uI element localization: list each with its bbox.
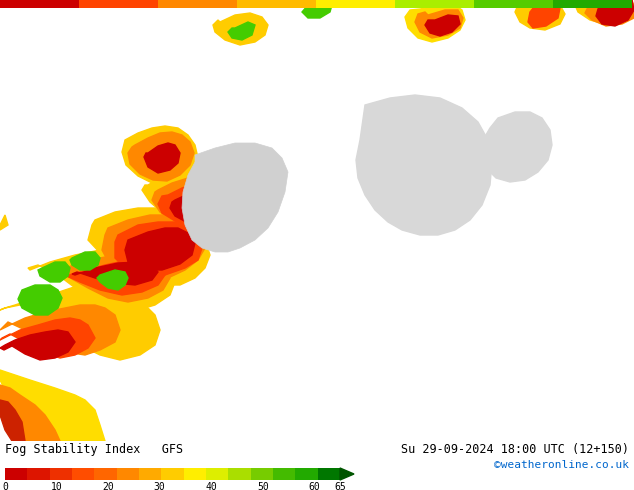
- Text: 10: 10: [51, 482, 62, 490]
- Polygon shape: [38, 262, 70, 282]
- Polygon shape: [88, 208, 210, 285]
- Bar: [94, 468, 117, 480]
- Bar: [316, 0, 395, 8]
- Bar: [295, 468, 318, 480]
- Bar: [553, 0, 632, 8]
- Text: 40: 40: [205, 482, 217, 490]
- Polygon shape: [152, 175, 235, 228]
- Polygon shape: [340, 468, 354, 480]
- Polygon shape: [0, 318, 95, 358]
- Bar: [161, 468, 184, 480]
- Bar: [474, 0, 553, 8]
- Bar: [206, 468, 229, 480]
- Polygon shape: [144, 143, 180, 173]
- Polygon shape: [0, 305, 120, 355]
- Bar: [5, 468, 28, 480]
- Bar: [139, 468, 162, 480]
- Polygon shape: [0, 400, 25, 441]
- Polygon shape: [515, 0, 565, 30]
- Bar: [237, 0, 316, 8]
- Polygon shape: [158, 182, 232, 228]
- Polygon shape: [405, 5, 465, 42]
- Polygon shape: [356, 95, 492, 235]
- Bar: [72, 468, 95, 480]
- Polygon shape: [0, 330, 75, 360]
- Bar: [117, 468, 139, 480]
- Bar: [395, 0, 474, 8]
- Text: 20: 20: [102, 482, 114, 490]
- Text: 65: 65: [334, 482, 346, 490]
- Polygon shape: [213, 13, 268, 45]
- Polygon shape: [0, 370, 105, 441]
- Polygon shape: [97, 270, 128, 290]
- Text: 0: 0: [2, 482, 8, 490]
- Bar: [0, 0, 79, 8]
- Polygon shape: [0, 282, 160, 360]
- Text: 30: 30: [153, 482, 165, 490]
- Polygon shape: [18, 285, 62, 315]
- Bar: [318, 468, 340, 480]
- Polygon shape: [585, 0, 634, 26]
- Polygon shape: [302, 0, 332, 18]
- Text: Su 29-09-2024 18:00 UTC (12+150): Su 29-09-2024 18:00 UTC (12+150): [401, 443, 629, 456]
- Polygon shape: [528, 0, 560, 28]
- Bar: [228, 468, 251, 480]
- Text: ©weatheronline.co.uk: ©weatheronline.co.uk: [494, 460, 629, 470]
- Bar: [79, 0, 158, 8]
- Text: 60: 60: [308, 482, 320, 490]
- Bar: [27, 468, 50, 480]
- Text: Fog Stability Index   GFS: Fog Stability Index GFS: [5, 443, 183, 456]
- Bar: [250, 468, 273, 480]
- Polygon shape: [170, 190, 225, 225]
- Polygon shape: [128, 132, 194, 181]
- Bar: [49, 468, 72, 480]
- Polygon shape: [102, 215, 205, 280]
- Polygon shape: [425, 15, 460, 36]
- Polygon shape: [596, 0, 634, 26]
- Polygon shape: [125, 228, 195, 270]
- Polygon shape: [0, 215, 8, 230]
- Polygon shape: [55, 260, 165, 295]
- Polygon shape: [42, 253, 170, 302]
- Polygon shape: [142, 168, 238, 232]
- Polygon shape: [228, 22, 255, 40]
- Polygon shape: [115, 222, 202, 275]
- Bar: [184, 468, 207, 480]
- Polygon shape: [482, 112, 552, 182]
- Bar: [158, 0, 237, 8]
- Text: 50: 50: [257, 482, 269, 490]
- Polygon shape: [28, 248, 175, 310]
- Polygon shape: [72, 262, 158, 285]
- Polygon shape: [182, 143, 288, 252]
- Bar: [273, 468, 296, 480]
- Polygon shape: [415, 10, 463, 38]
- Polygon shape: [575, 0, 634, 25]
- Polygon shape: [70, 252, 100, 270]
- Polygon shape: [122, 126, 198, 185]
- Polygon shape: [0, 385, 60, 441]
